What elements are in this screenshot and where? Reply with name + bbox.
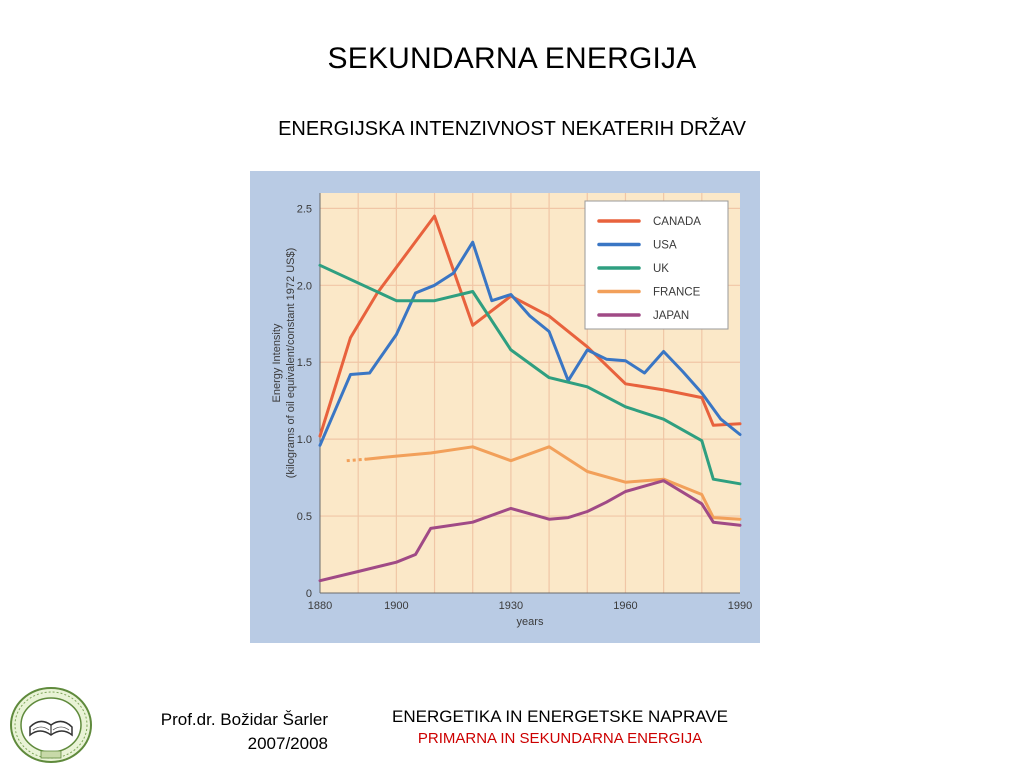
footer-author-block: Prof.dr. Božidar Šarler 2007/2008 [100,708,328,756]
x-tick-label: 1990 [728,600,752,612]
y-tick-label: 1.5 [297,357,312,369]
x-tick-label: 1880 [308,600,332,612]
legend-label-usa: USA [653,240,677,252]
academic-year: 2007/2008 [247,734,328,753]
course-topic: PRIMARNA IN SEKUNDARNA ENERGIJA [417,730,703,747]
series-line-usa [318,240,742,447]
y-axis-label: Energy Intensity (kilograms of oil equiva… [271,248,297,479]
chart-figure: 0 0.5 1.0 1.5 2.0 2.5 1880 1900 1930 1960 1990 yea… [250,171,760,643]
slide-title: SEKUNDARNA ENERGIJA [327,42,697,75]
footer-course-block: ENERGETIKA IN ENERGETSKE NAPRAVE PRIMARN… [350,706,770,750]
y-tick-label: 1.0 [297,434,312,446]
author-name: Prof.dr. Božidar Šarler [160,710,328,729]
x-tick-label: 1960 [613,600,637,612]
y-tick-label: 0.5 [297,511,312,523]
tick-labels: 0 0.5 1.0 1.5 2.0 2.5 1880 1900 1930 1960 1990 [297,203,753,612]
series-line-uk [318,263,742,486]
x-tick-label: 1900 [384,600,408,612]
series-lines [318,214,742,583]
y-tick-label: 0 [306,588,312,600]
legend: CANADA USA UK FRANCE JAPAN [584,200,729,330]
energy-intensity-chart: 0 0.5 1.0 1.5 2.0 2.5 1880 1900 1930 1960 1990 yea… [250,171,760,643]
series-line-france [364,445,742,521]
x-axis-label: years [517,616,544,628]
legend-label-uk: UK [653,263,669,275]
series-line-japan [318,479,742,583]
axes [319,193,740,594]
y-tick-label: 2.5 [297,203,312,215]
legend-label-japan: JAPAN [653,310,689,322]
x-tick-label: 1930 [499,600,523,612]
university-seal-icon [10,687,92,763]
legend-label-france: FRANCE [653,287,701,299]
legend-label-canada: CANADA [653,216,701,228]
course-title: ENERGETIKA IN ENERGETSKE NAPRAVE [392,707,728,726]
slide-subtitle: ENERGIJSKA INTENZIVNOST NEKATERIH DRŽAV [278,118,746,140]
y-tick-label: 2.0 [297,280,312,292]
